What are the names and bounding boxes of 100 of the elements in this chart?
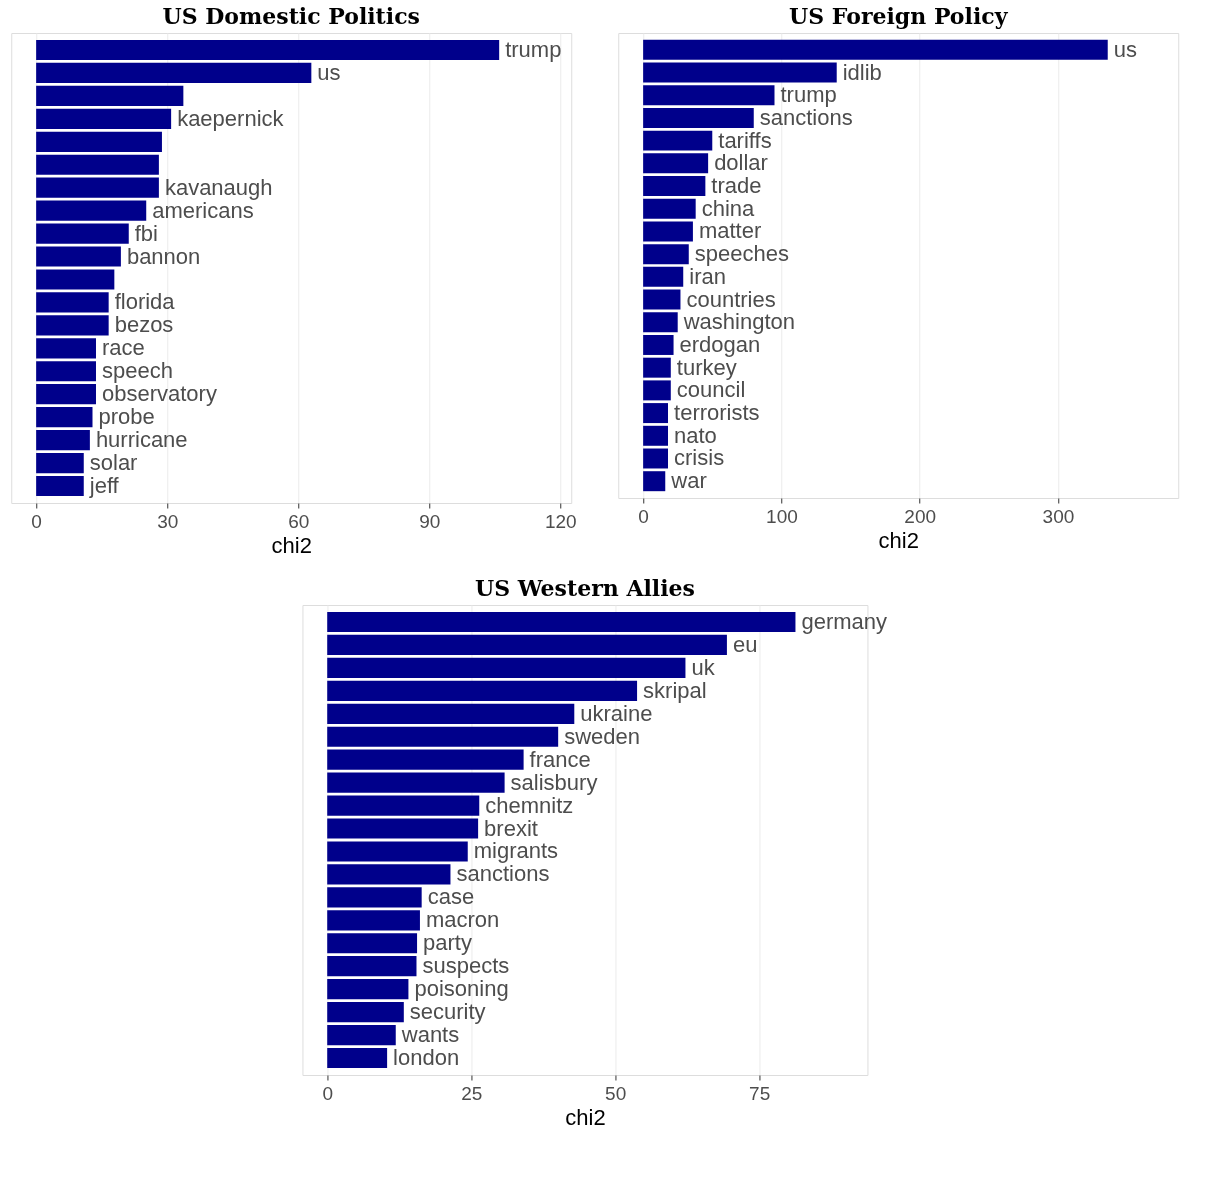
bar <box>327 1002 404 1023</box>
category-label: case <box>427 884 475 910</box>
bar <box>327 726 559 747</box>
category-label: kaepernick <box>177 105 284 131</box>
bar <box>327 611 796 633</box>
category-label: speeches <box>694 241 789 267</box>
category-label: eu <box>732 631 758 657</box>
category-label: london <box>393 1045 460 1071</box>
chart-title: US Foreign Policy <box>789 3 1009 29</box>
category-label: bezos <box>114 312 174 338</box>
category-label: uk <box>691 654 715 680</box>
bar <box>36 85 184 106</box>
chart-title: US Western Allies <box>474 575 695 601</box>
category-label: ukraine <box>580 700 653 726</box>
x-tick-label: 0 <box>31 510 42 532</box>
x-tick-label: 0 <box>322 1082 333 1104</box>
bar <box>36 62 312 84</box>
category-label: tariffs <box>718 127 772 153</box>
bar <box>327 634 727 656</box>
bar <box>643 244 689 265</box>
x-tick-label: 120 <box>544 510 577 532</box>
category-label: crisis <box>674 445 725 471</box>
bar <box>36 200 147 221</box>
x-axis-title: chi2 <box>271 532 312 558</box>
bar <box>643 221 693 242</box>
bar <box>643 198 696 219</box>
category-label: solar <box>89 450 138 476</box>
x-axis-title: chi2 <box>565 1104 606 1130</box>
bar <box>643 153 709 174</box>
bar <box>36 407 93 428</box>
bar <box>643 380 671 401</box>
category-label: us <box>1113 36 1137 62</box>
category-label: salisbury <box>510 769 598 795</box>
category-label: jeff <box>89 473 119 499</box>
bar <box>327 657 686 678</box>
bar <box>643 85 775 106</box>
bar <box>327 749 524 770</box>
x-tick-label: 75 <box>749 1082 771 1104</box>
category-label: matter <box>698 218 762 244</box>
x-tick-label: 90 <box>419 510 441 532</box>
bar <box>36 338 96 359</box>
category-label: sweden <box>564 723 641 749</box>
category-label: countries <box>686 286 776 312</box>
category-label: war <box>671 468 707 494</box>
bar <box>643 471 666 492</box>
bar <box>643 130 713 151</box>
category-label: skripal <box>643 677 707 703</box>
bar <box>36 384 96 405</box>
bar <box>643 312 678 333</box>
category-label: probe <box>98 404 155 430</box>
bar <box>327 772 505 793</box>
bar <box>327 887 422 908</box>
bar <box>327 864 451 885</box>
bar <box>327 841 468 862</box>
bar <box>327 795 480 816</box>
x-tick-label: 0 <box>638 505 649 527</box>
chart-title: US Domestic Politics <box>162 3 420 29</box>
category-label: trump <box>505 36 562 62</box>
bar <box>36 154 159 175</box>
bar <box>36 269 115 290</box>
bar <box>36 315 109 336</box>
category-label: race <box>101 335 145 361</box>
category-label: idlib <box>842 59 882 85</box>
category-label: wants <box>401 1022 460 1048</box>
bar <box>643 289 681 310</box>
category-label: kavanaugh <box>164 174 273 200</box>
bar <box>643 448 669 469</box>
bar <box>36 452 84 474</box>
bar <box>36 430 90 451</box>
bar <box>36 39 500 61</box>
category-label: macron <box>425 907 500 933</box>
x-tick-label: 300 <box>1042 505 1075 527</box>
bar <box>36 292 109 313</box>
category-label: speech <box>101 358 173 384</box>
x-tick-label: 200 <box>904 505 937 527</box>
category-label: florida <box>114 289 175 315</box>
bar <box>643 107 754 128</box>
x-tick-label: 25 <box>461 1082 483 1104</box>
bar <box>643 425 669 446</box>
bar <box>643 39 1108 60</box>
x-tick-label: 30 <box>157 510 179 532</box>
category-label: dollar <box>714 150 768 176</box>
bar <box>36 131 162 152</box>
bar <box>327 1047 388 1069</box>
bar <box>643 62 837 83</box>
bar <box>327 703 575 724</box>
bar <box>36 475 84 497</box>
category-label: brexit <box>484 815 538 841</box>
category-label: trump <box>780 82 837 108</box>
category-label: us <box>317 59 341 85</box>
bar <box>643 403 669 424</box>
category-label: migrants <box>473 838 559 864</box>
bar <box>36 361 96 382</box>
bar <box>327 933 418 954</box>
bar <box>327 910 420 931</box>
category-label: party <box>423 930 472 956</box>
bar <box>36 223 129 244</box>
bar <box>643 176 706 197</box>
bar <box>36 177 159 198</box>
bar <box>36 108 172 129</box>
